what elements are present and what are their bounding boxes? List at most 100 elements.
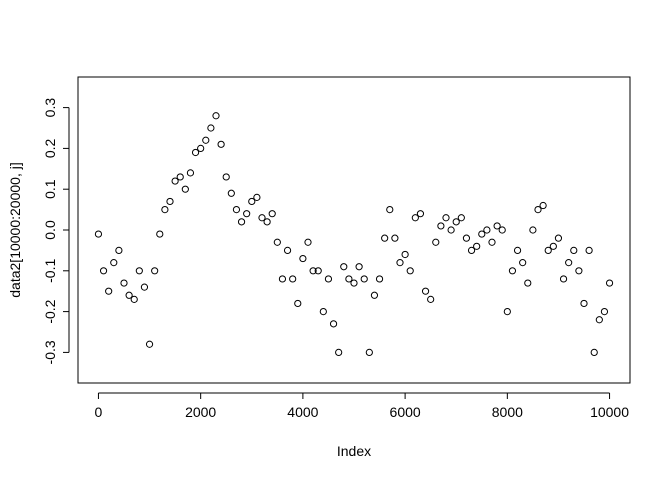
data-point [534,206,542,214]
data-point [140,283,149,291]
x-tick-label: 2000 [185,404,216,420]
data-point [273,238,281,246]
data-point [544,246,552,254]
y-axis: -0.3 -0.2 -0.1 0.0 0.1 0.2 0.3 [42,98,70,364]
data-point [329,320,338,328]
data-point [529,226,537,234]
data-point [473,242,481,250]
y-tick-label: 0.1 [42,179,58,199]
data-point [493,222,501,230]
data-point [365,348,373,356]
x-tick-label: 0 [95,404,103,420]
data-point [483,226,491,234]
data-point [191,148,200,157]
data-point [207,124,215,132]
data-point [457,214,465,222]
data-point [304,238,312,246]
data-point [391,234,399,242]
data-point [590,348,598,356]
data-point [427,295,435,303]
data-point [186,169,195,177]
x-axis: 0 2000 4000 6000 8000 10000 [95,392,629,420]
data-point [156,230,164,238]
data-point [381,234,389,242]
data-point [503,308,511,316]
y-tick-label: 0.2 [42,138,58,158]
x-tick-label: 6000 [390,404,421,420]
data-point [294,299,302,308]
data-point [605,279,614,287]
data-point [519,259,527,267]
data-point [237,218,246,226]
data-point [314,267,322,275]
data-point [437,222,445,230]
data-point [222,173,230,181]
y-tick-label: -0.2 [42,299,58,323]
data-point [396,259,404,267]
data-point [462,234,471,242]
y-tick-label: 0.0 [42,220,58,240]
data-point [595,316,603,324]
data-point [268,210,276,218]
data-point [258,214,266,222]
data-point [227,189,235,197]
data-point [570,246,578,254]
data-point [171,177,179,185]
data-point [355,263,363,271]
data-point [202,136,210,144]
data-point [278,275,287,283]
data-point [478,230,486,238]
y-tick-label: 0.3 [42,98,58,118]
data-point [94,230,103,238]
y-tick-label: -0.3 [42,340,58,364]
data-point [580,299,588,308]
data-point [120,279,128,287]
data-point [217,140,225,148]
data-point [585,246,593,254]
y-tick-label: -0.1 [42,259,58,283]
data-point [263,218,271,226]
data-point [135,267,143,275]
data-point [370,291,379,299]
y-axis-label: data2[10000:20000, j] [7,162,23,297]
data-point [416,210,425,218]
data-point [565,259,573,267]
plot-frame [77,76,631,384]
data-point [406,267,414,275]
data-point [283,246,292,254]
x-tick-label: 8000 [492,404,523,420]
data-point [166,197,174,206]
data-point [488,238,496,246]
data-point [289,275,297,283]
data-point [452,218,460,226]
data-points [94,112,614,356]
data-point [115,246,123,254]
data-point [467,246,476,254]
data-point [345,275,353,283]
data-point [498,226,506,234]
data-point [340,263,348,271]
data-point [442,214,450,222]
data-point [421,287,430,295]
data-point [105,287,113,295]
data-point [335,348,343,356]
data-point [145,340,154,348]
data-point [559,275,568,283]
x-tick-label: 4000 [287,404,318,420]
data-point [161,206,169,214]
x-tick-label: 10000 [590,404,629,420]
data-point [447,226,455,234]
data-point [524,279,532,287]
data-point [99,267,108,275]
data-point [600,308,609,316]
data-point [248,197,256,206]
data-point [432,238,440,246]
data-point [181,185,189,193]
data-point [232,206,241,214]
data-point [411,214,419,222]
data-point [554,234,563,242]
data-point [539,201,547,210]
data-point [513,246,522,254]
